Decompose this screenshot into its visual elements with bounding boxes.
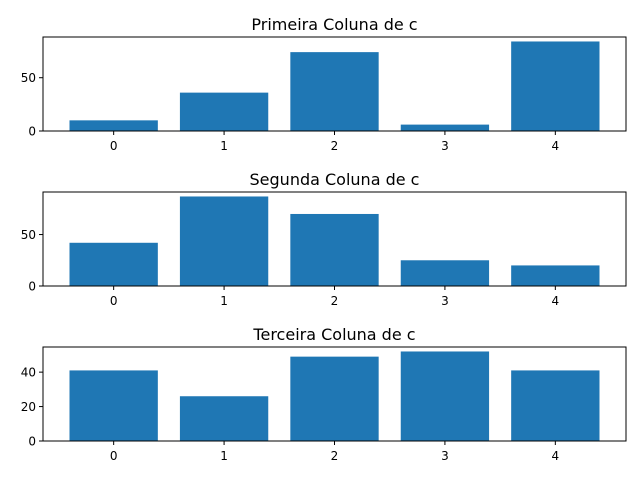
y-tick-label-2-2: 40 <box>21 366 36 380</box>
bar-1-3 <box>400 260 490 286</box>
x-tick-label-2-3: 3 <box>441 449 449 463</box>
y-tick-label-1-0: 0 <box>28 280 36 294</box>
x-tick-label-0-4: 4 <box>552 139 560 153</box>
bar-2-1 <box>179 396 269 441</box>
y-tick-label-1-1: 50 <box>21 228 36 242</box>
bar-1-4 <box>511 265 600 286</box>
x-tick-label-0-1: 1 <box>220 139 228 153</box>
y-tick-label-0-1: 50 <box>21 71 36 85</box>
subplot-1: Segunda Coluna de c 0 1 2 3 4 0 50 <box>21 170 627 308</box>
x-tick-label-0-2: 2 <box>331 139 339 153</box>
bar-0-0 <box>69 120 158 131</box>
x-tick-label-1-0: 0 <box>110 294 118 308</box>
y-tick-label-2-0: 0 <box>28 435 36 449</box>
bar-2-4 <box>511 370 600 441</box>
subplot-0: Primeira Coluna de c 0 1 2 3 4 0 50 <box>21 15 627 153</box>
y-tick-label-2-1: 20 <box>21 400 36 414</box>
x-tick-label-1-2: 2 <box>331 294 339 308</box>
chart-title-0: Primeira Coluna de c <box>251 15 417 34</box>
x-tick-label-2-4: 4 <box>552 449 560 463</box>
bar-0-3 <box>400 124 490 131</box>
bar-2-0 <box>69 370 158 441</box>
x-tick-label-1-3: 3 <box>441 294 449 308</box>
bar-1-2 <box>290 213 379 286</box>
x-tick-label-0-3: 3 <box>441 139 449 153</box>
bar-0-4 <box>511 41 600 131</box>
chart-title-2: Terceira Coluna de c <box>252 325 415 344</box>
bar-2-3 <box>400 351 490 441</box>
y-tick-label-0-0: 0 <box>28 125 36 139</box>
bar-0-2 <box>290 52 379 131</box>
chart-title-1: Segunda Coluna de c <box>250 170 420 189</box>
x-tick-label-2-2: 2 <box>331 449 339 463</box>
bar-1-0 <box>69 242 158 286</box>
x-tick-label-2-0: 0 <box>110 449 118 463</box>
bar-0-1 <box>179 92 269 131</box>
bar-2-2 <box>290 356 379 441</box>
x-tick-label-2-1: 1 <box>220 449 228 463</box>
x-tick-label-1-4: 4 <box>552 294 560 308</box>
x-tick-label-0-0: 0 <box>110 139 118 153</box>
bar-1-1 <box>179 196 269 286</box>
x-tick-label-1-1: 1 <box>220 294 228 308</box>
